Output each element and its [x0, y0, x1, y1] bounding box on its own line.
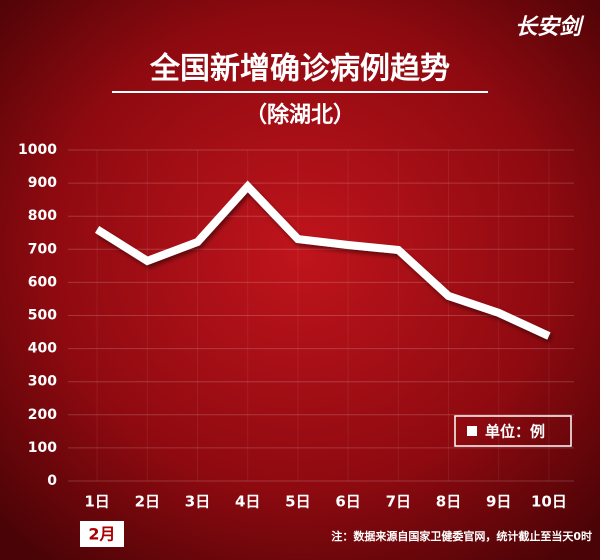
y-tick-label: 1000 — [18, 142, 57, 158]
y-tick-label: 200 — [28, 407, 57, 423]
y-tick-label: 0 — [47, 473, 57, 489]
x-tick-label: 6日 — [335, 493, 360, 511]
legend-label: 单位：例 — [485, 423, 545, 441]
x-tick-label: 8日 — [436, 493, 461, 511]
y-tick-label: 800 — [28, 208, 57, 224]
y-tick-label: 300 — [28, 374, 57, 390]
y-tick-label: 600 — [28, 274, 57, 290]
x-tick-label: 1日 — [84, 493, 109, 511]
y-tick-label: 100 — [28, 440, 57, 456]
x-tick-label: 2日 — [135, 493, 160, 511]
y-tick-label: 900 — [28, 175, 57, 191]
chart-subtitle: （除湖北） — [245, 102, 355, 128]
x-tick-label: 10日 — [531, 493, 567, 511]
logo: 长安剑 — [515, 14, 585, 40]
legend-swatch — [467, 426, 477, 436]
footnote: 注：数据来源自国家卫健委官网，统计截止至当天0时 — [331, 529, 592, 543]
x-tick-label: 7日 — [386, 493, 411, 511]
y-tick-label: 700 — [28, 241, 57, 257]
x-tick-label: 4日 — [235, 493, 260, 511]
x-label-box — [80, 521, 124, 547]
y-tick-label: 400 — [28, 341, 57, 357]
x-axis-label: 2月 — [88, 525, 115, 544]
x-tick-label: 3日 — [185, 493, 210, 511]
chart-title: 全国新增确诊病例趋势 — [149, 52, 450, 87]
x-tick-label: 9日 — [486, 493, 511, 511]
x-tick-label: 5日 — [285, 493, 310, 511]
legend-box — [454, 415, 572, 447]
y-tick-label: 500 — [28, 308, 57, 324]
data-line — [94, 180, 551, 340]
